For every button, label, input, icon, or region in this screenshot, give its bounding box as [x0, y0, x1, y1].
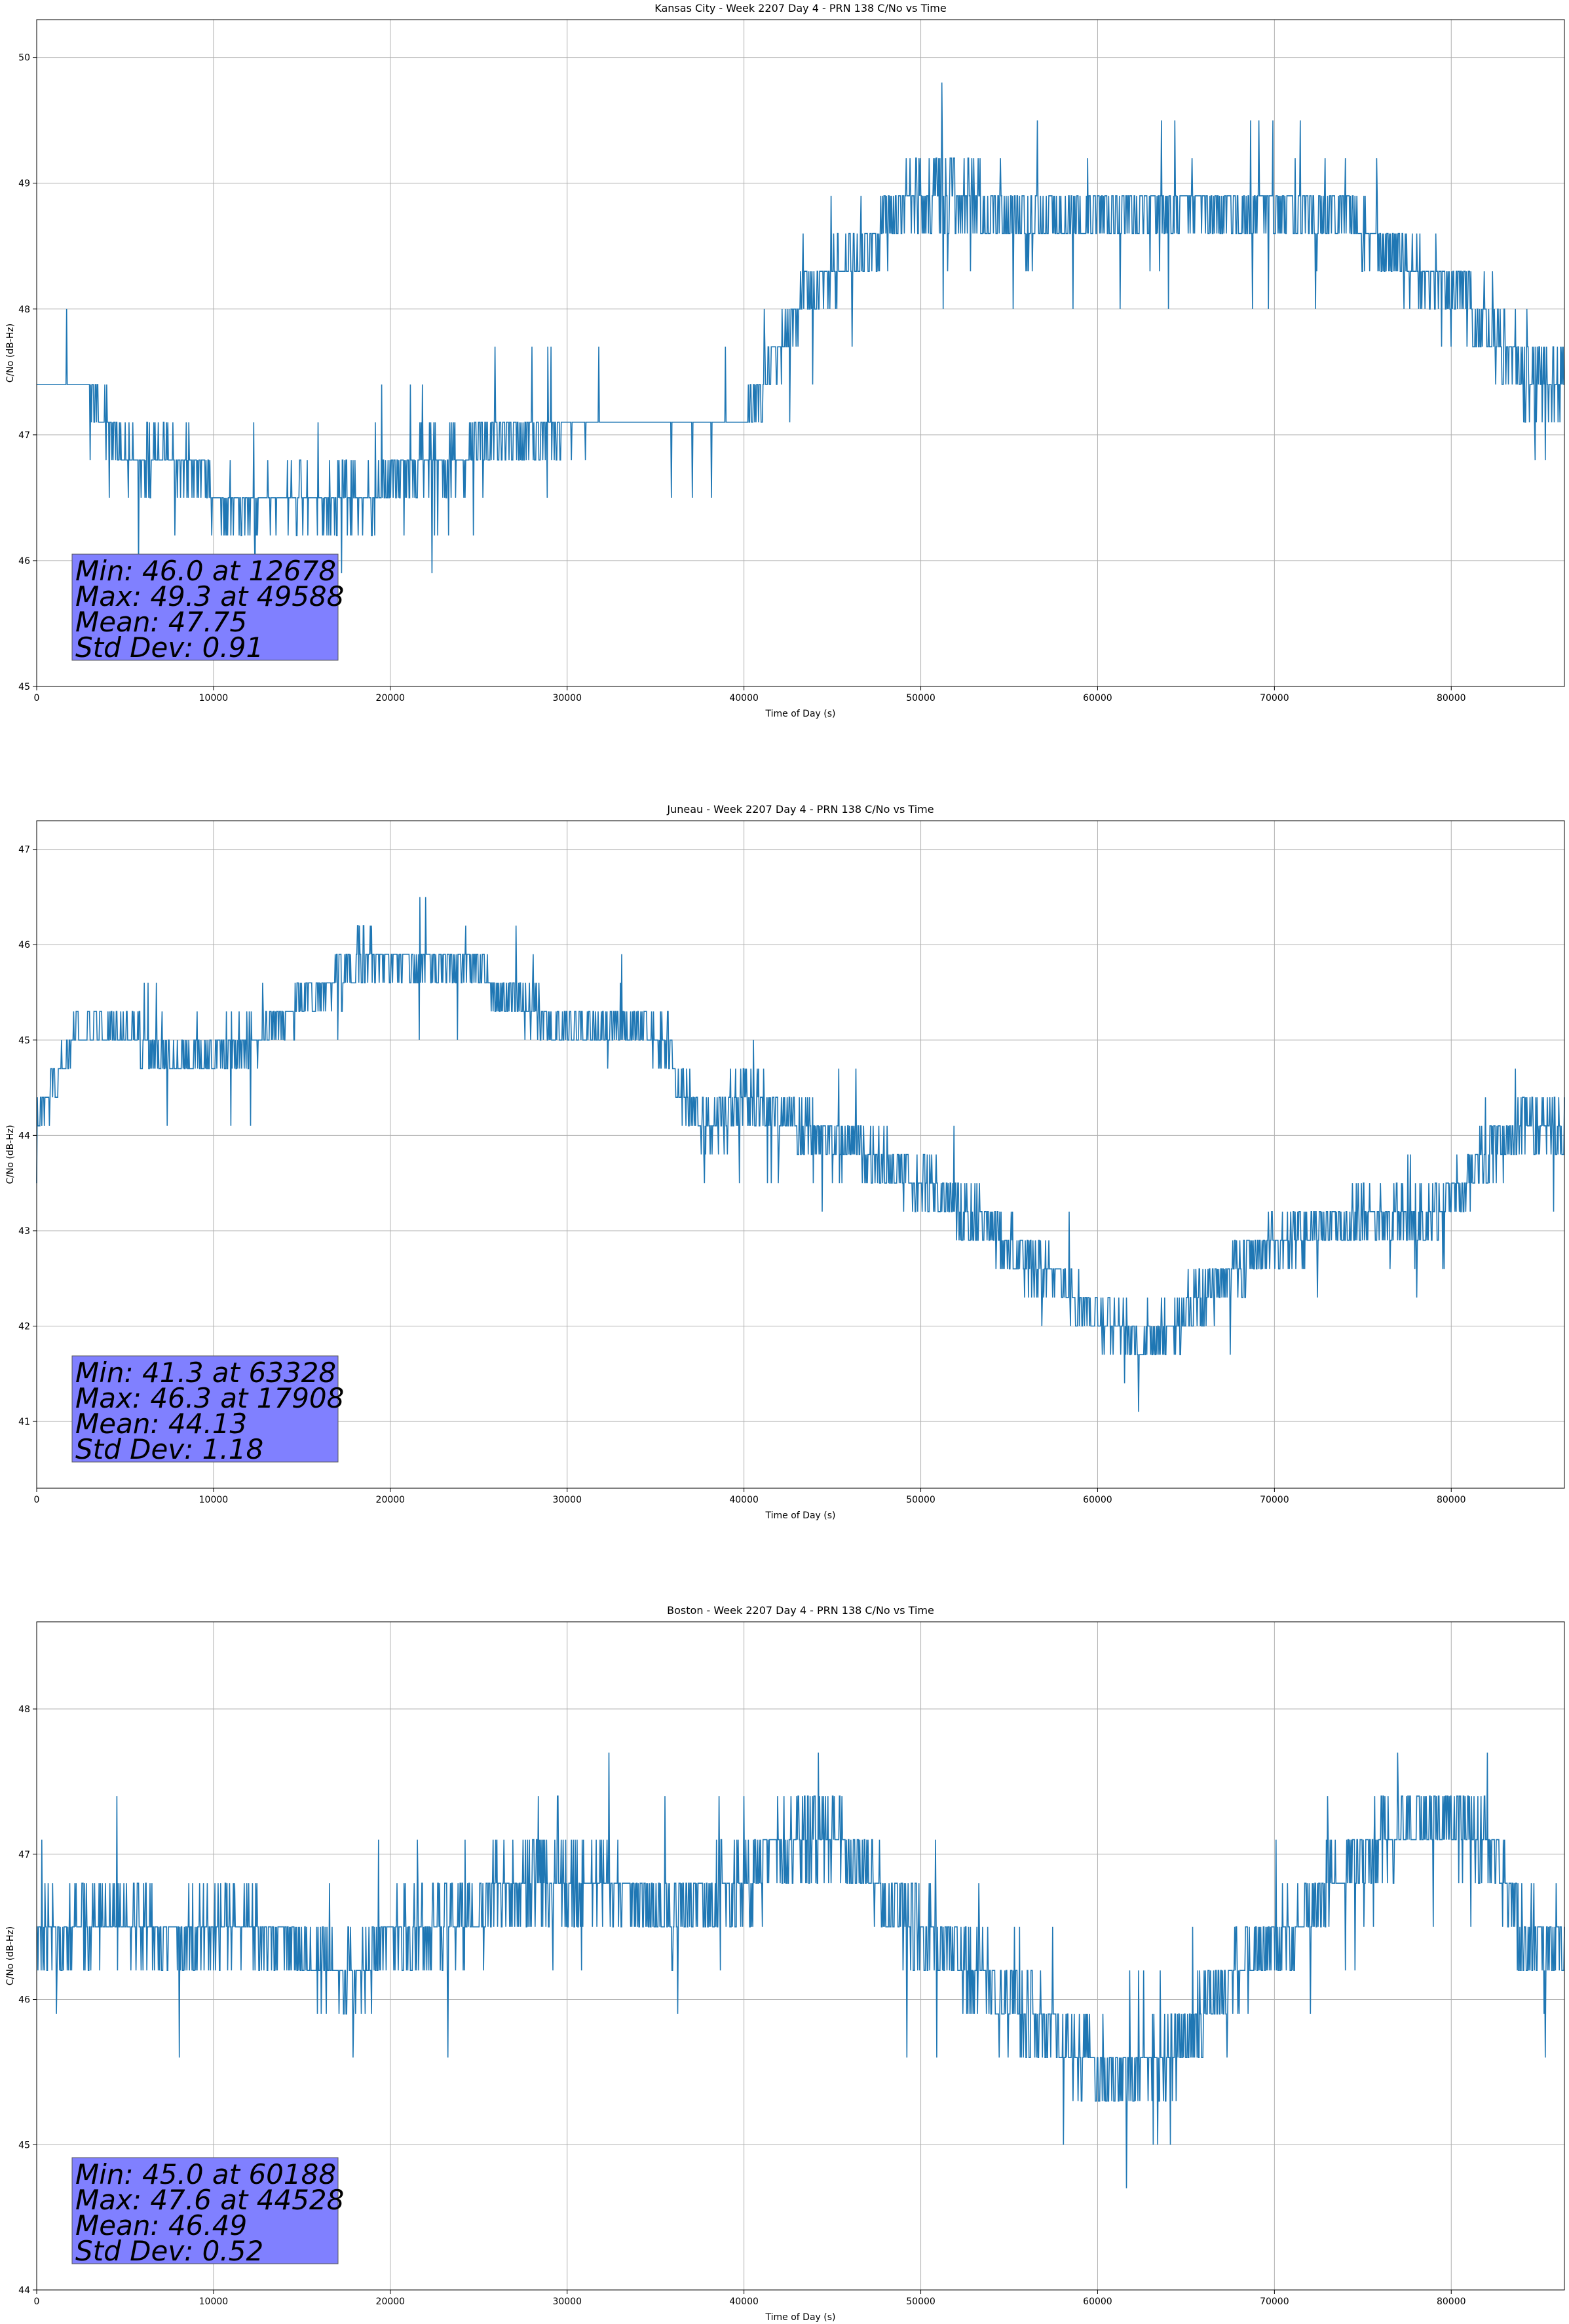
x-tick-label: 50000: [906, 2296, 936, 2307]
y-tick-label: 42: [18, 1322, 30, 1332]
y-tick-label: 50: [18, 53, 30, 64]
stats-line: Max: 49.3 at 49588: [75, 580, 344, 612]
x-tick-label: 80000: [1437, 2296, 1466, 2307]
chart-panel: Boston - Week 2207 Day 4 - PRN 138 C/No …: [5, 1604, 1565, 2323]
y-axis-label: C/No (dB-Hz): [5, 1926, 16, 1985]
x-tick-label: 40000: [729, 2296, 759, 2307]
stats-line: Mean: 46.49: [75, 2209, 247, 2241]
y-tick-label: 48: [18, 1704, 30, 1715]
stats-box: [71, 553, 339, 661]
stats-line: Max: 47.6 at 44528: [75, 2184, 344, 2216]
y-tick-label: 45: [18, 2140, 30, 2150]
cno-series-line: [37, 1752, 1565, 2188]
y-axis-label: C/No (dB-Hz): [5, 324, 16, 383]
y-tick-label: 47: [18, 845, 30, 855]
chart-title: Boston - Week 2207 Day 4 - PRN 138 C/No …: [667, 1604, 934, 1617]
stats-line: Std Dev: 1.18: [75, 1433, 263, 1465]
x-tick-label: 70000: [1260, 2296, 1289, 2307]
y-tick-label: 44: [18, 1131, 30, 1141]
x-tick-label: 10000: [199, 1495, 229, 1505]
y-tick-label: 43: [18, 1226, 30, 1237]
x-tick-label: 80000: [1437, 693, 1466, 703]
y-tick-label: 46: [18, 940, 30, 950]
y-axis-label: C/No (dB-Hz): [5, 1125, 16, 1184]
stats-line: Mean: 47.75: [75, 606, 247, 638]
y-tick-label: 47: [18, 1850, 30, 1860]
stats-box: [71, 1355, 339, 1463]
x-tick-label: 50000: [906, 1495, 936, 1505]
y-tick-label: 49: [18, 179, 30, 189]
stats-line: Min: 41.3 at 63328: [75, 1357, 336, 1389]
x-tick-label: 10000: [199, 693, 229, 703]
x-axis-label: Time of Day (s): [765, 2312, 836, 2323]
stats-line: Std Dev: 0.91: [75, 631, 263, 664]
stats-line: Max: 46.3 at 17908: [75, 1382, 344, 1414]
cno-series-line: [36, 897, 1565, 1412]
chart-panel: Juneau - Week 2207 Day 4 - PRN 138 C/No …: [5, 803, 1565, 1521]
x-tick-label: 20000: [376, 1495, 406, 1505]
y-tick-label: 48: [18, 305, 30, 315]
x-axis-label: Time of Day (s): [765, 1510, 836, 1521]
plot-frame: [36, 19, 1565, 687]
y-tick-label: 45: [18, 682, 30, 692]
x-tick-label: 30000: [552, 1495, 582, 1505]
cno-series-line: [37, 82, 1564, 574]
chart-title: Kansas City - Week 2207 Day 4 - PRN 138 …: [654, 2, 946, 14]
x-tick-label: 60000: [1083, 2296, 1112, 2307]
x-tick-label: 30000: [552, 693, 582, 703]
x-tick-label: 60000: [1083, 693, 1112, 703]
x-tick-label: 10000: [199, 2296, 229, 2307]
x-tick-label: 0: [34, 2296, 40, 2307]
x-tick-label: 70000: [1260, 1495, 1289, 1505]
x-tick-label: 40000: [729, 1495, 759, 1505]
chart-title: Juneau - Week 2207 Day 4 - PRN 138 C/No …: [666, 803, 934, 815]
x-tick-label: 20000: [376, 693, 406, 703]
x-tick-label: 40000: [729, 693, 759, 703]
stats-line: Min: 45.0 at 60188: [75, 2158, 336, 2190]
chart-panel: Kansas City - Week 2207 Day 4 - PRN 138 …: [5, 2, 1565, 719]
plot-frame: [36, 1621, 1565, 2291]
stats-line: Std Dev: 0.52: [75, 2235, 263, 2267]
y-tick-label: 46: [18, 1995, 30, 2006]
y-tick-label: 47: [18, 430, 30, 441]
x-tick-label: 30000: [552, 2296, 582, 2307]
stats-box: [71, 2157, 339, 2264]
y-tick-label: 46: [18, 556, 30, 567]
x-tick-label: 60000: [1083, 1495, 1112, 1505]
plot-frame: [36, 820, 1565, 1489]
stats-line: Min: 46.0 at 12678: [75, 555, 336, 587]
y-tick-label: 44: [18, 2285, 30, 2296]
x-tick-label: 20000: [376, 2296, 406, 2307]
x-tick-label: 70000: [1260, 693, 1289, 703]
x-tick-label: 0: [34, 1495, 40, 1505]
y-tick-label: 41: [18, 1417, 30, 1427]
x-tick-label: 50000: [906, 693, 936, 703]
x-axis-label: Time of Day (s): [765, 709, 836, 719]
stats-line: Mean: 44.13: [75, 1408, 247, 1440]
x-tick-label: 0: [34, 693, 40, 703]
y-tick-label: 45: [18, 1036, 30, 1046]
x-tick-label: 80000: [1437, 1495, 1466, 1505]
